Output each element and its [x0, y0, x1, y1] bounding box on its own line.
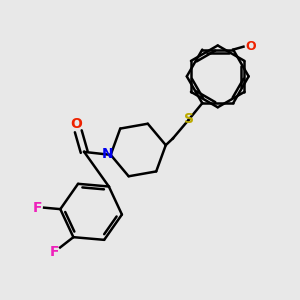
Text: F: F: [33, 201, 42, 215]
Text: O: O: [245, 40, 256, 52]
Text: F: F: [50, 245, 60, 259]
Text: O: O: [70, 117, 82, 131]
Text: N: N: [101, 147, 113, 161]
Text: S: S: [184, 112, 194, 126]
